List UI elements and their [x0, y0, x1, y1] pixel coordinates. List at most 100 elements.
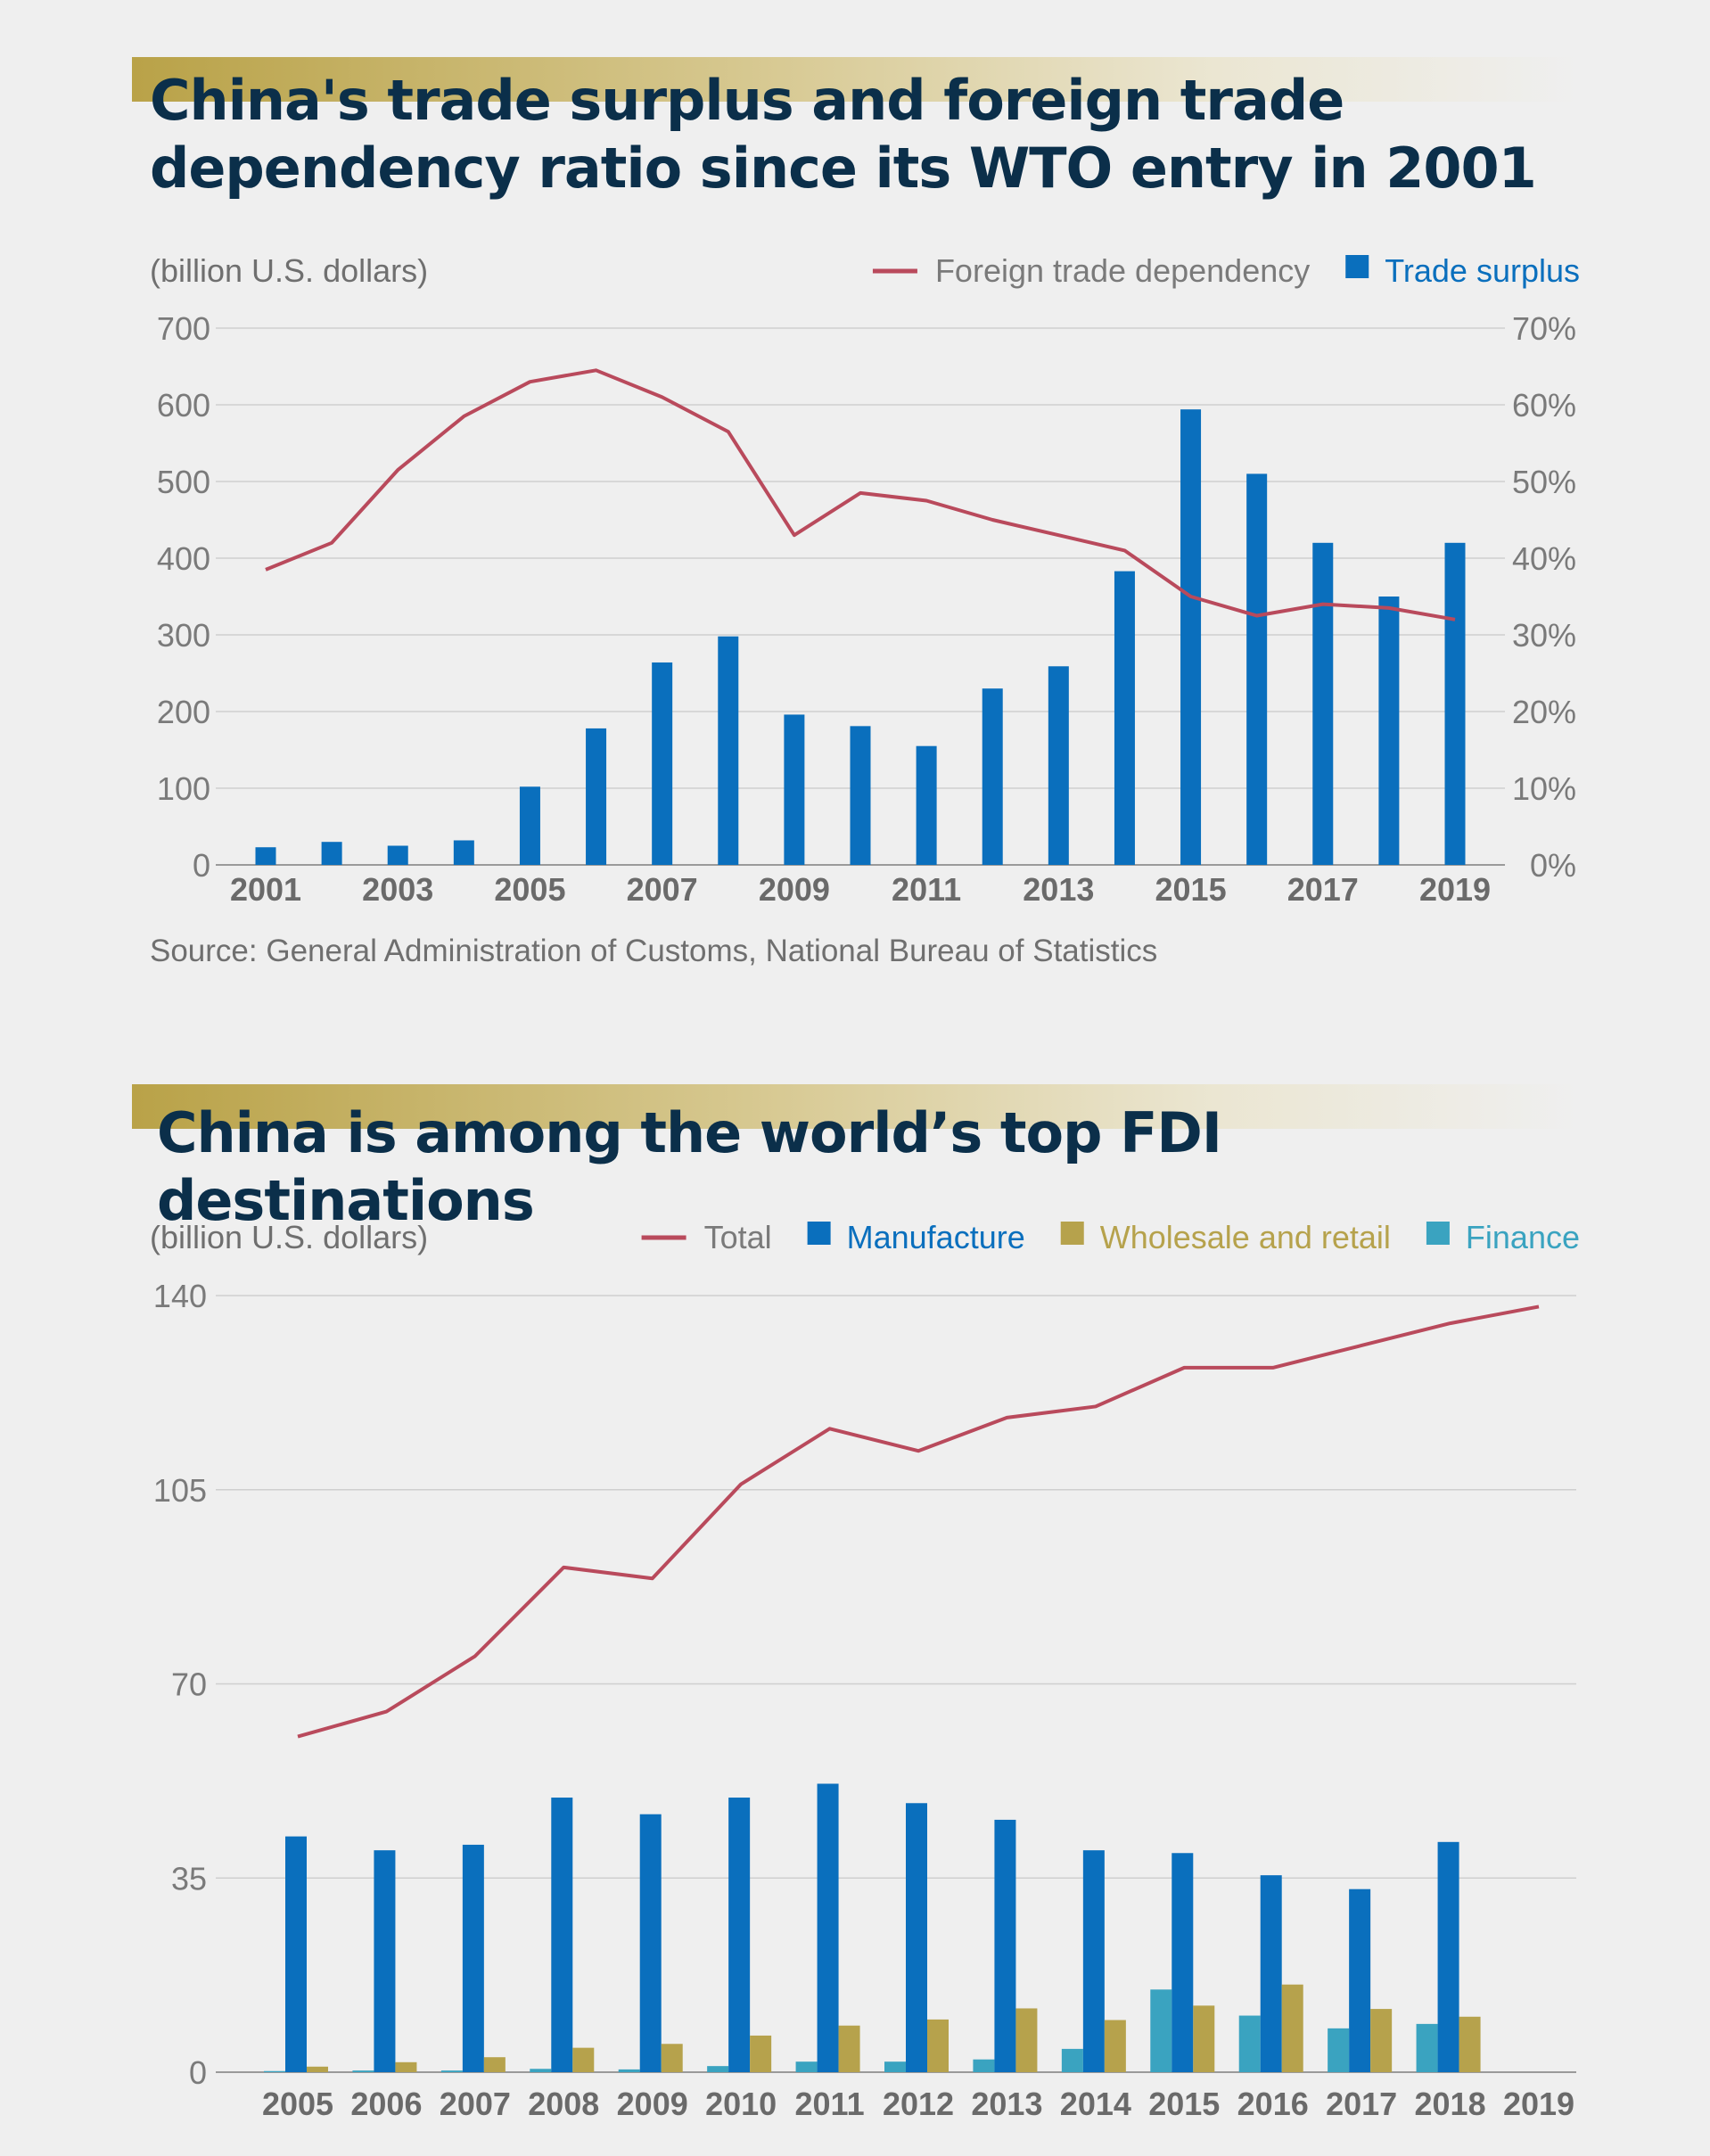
trade-surplus-bar: [586, 728, 607, 865]
y-left-tick-label: 700: [157, 310, 210, 347]
finance-bar: [618, 2069, 640, 2072]
trade-surplus-bar: [1048, 666, 1069, 865]
trade-legend-square-swatch-1: [1345, 255, 1369, 278]
y-left-tick-label: 100: [157, 770, 210, 807]
trade-legend-label-0: Foreign trade dependency: [935, 252, 1310, 289]
x-tick-label: 2003: [362, 871, 433, 908]
x-tick-label: 2017: [1326, 2086, 1397, 2122]
foreign-trade-dependency-line: [265, 368, 1456, 621]
trade-surplus-bar: [519, 786, 540, 865]
fdi-legend-label-3: Finance: [1466, 1219, 1580, 1255]
wholesale-and-retail-bar: [1193, 2005, 1215, 2072]
x-tick-label: 2013: [971, 2086, 1042, 2122]
y-tick-label: 0: [189, 2054, 207, 2091]
x-tick-label: 2015: [1155, 871, 1227, 908]
wholesale-and-retail-bar: [1015, 2008, 1038, 2072]
y-left-tick-label: 200: [157, 694, 210, 730]
wholesale-and-retail-bar: [838, 2025, 860, 2072]
x-tick-label: 2009: [759, 871, 830, 908]
trade-surplus-bar: [1378, 597, 1400, 865]
y-tick-label: 70: [171, 1666, 207, 1703]
wholesale-and-retail-bar: [1370, 2009, 1393, 2072]
x-tick-label: 2007: [440, 2086, 511, 2122]
y-right-tick-label: 50%: [1512, 464, 1576, 500]
y-tick-label: 140: [153, 1278, 207, 1314]
finance-bar: [795, 2061, 818, 2072]
trade-surplus-bar: [982, 688, 1003, 865]
trade-surplus-bar: [321, 842, 342, 865]
fdi-legend-label-1: Manufacture: [847, 1219, 1025, 1255]
source-note: Source: General Administration of Custom…: [150, 934, 1157, 968]
finance-bar: [264, 2070, 285, 2072]
total-fdi-line: [297, 1304, 1540, 1739]
fdi-legend-square-swatch-2: [1060, 1222, 1084, 1245]
x-tick-label: 2006: [350, 2086, 422, 2122]
x-tick-label: 2014: [1060, 2086, 1131, 2122]
unit-label: (billion U.S. dollars): [150, 1219, 428, 1255]
x-tick-label: 2018: [1415, 2086, 1486, 2122]
manufacture-bar: [994, 1819, 1016, 2072]
y-right-tick-label: 60%: [1512, 387, 1576, 424]
x-tick-label: 2019: [1419, 871, 1491, 908]
trade-legend-label-1: Trade surplus: [1385, 252, 1580, 289]
trade-surplus-bar: [387, 845, 408, 865]
trade-surplus-bar: [916, 745, 937, 865]
chart-title-fdi: China is among the world’s top FDI desti…: [157, 1100, 1222, 1233]
wholesale-and-retail-bar: [750, 2035, 772, 2072]
wholesale-and-retail-bar: [927, 2019, 949, 2072]
finance-bar: [1150, 1989, 1172, 2072]
trade-surplus-bar: [1444, 542, 1466, 865]
unit-label: (billion U.S. dollars): [150, 252, 428, 289]
manufacture-bar: [551, 1798, 573, 2072]
trade-surplus-bar: [652, 662, 673, 865]
finance-bar: [1328, 2028, 1350, 2072]
trade-surplus-bar: [1180, 409, 1202, 865]
wholesale-and-retail-bar: [395, 2061, 417, 2072]
trade-surplus-bar: [1246, 473, 1268, 865]
wholesale-and-retail-bar: [1281, 1984, 1303, 2072]
y-right-tick-label: 30%: [1512, 617, 1576, 654]
x-tick-label: 2012: [883, 2086, 954, 2122]
finance-bar: [1061, 2048, 1083, 2072]
y-right-tick-label: 0%: [1530, 847, 1576, 884]
y-left-tick-label: 400: [157, 540, 210, 577]
x-tick-label: 2008: [528, 2086, 599, 2122]
y-tick-label: 35: [171, 1860, 207, 1897]
y-left-tick-label: 600: [157, 387, 210, 424]
fdi-legend-label-2: Wholesale and retail: [1100, 1219, 1391, 1255]
y-tick-label: 105: [153, 1472, 207, 1509]
manufacture-bar: [1260, 1875, 1282, 2072]
trade-surplus-bar: [1114, 571, 1135, 865]
trade-surplus-bar: [255, 847, 276, 865]
y-left-tick-label: 300: [157, 617, 210, 654]
x-tick-label: 2010: [705, 2086, 777, 2122]
finance-bar: [973, 2059, 995, 2072]
y-right-tick-label: 40%: [1512, 540, 1576, 577]
manufacture-bar: [906, 1803, 927, 2072]
manufacture-bar: [1349, 1889, 1371, 2072]
x-tick-label: 2017: [1287, 871, 1359, 908]
finance-bar: [530, 2069, 552, 2072]
y-left-tick-label: 0: [193, 847, 210, 884]
finance-bar: [707, 2066, 729, 2072]
manufacture-bar: [462, 1844, 484, 2072]
y-right-tick-label: 20%: [1512, 694, 1576, 730]
wholesale-and-retail-bar: [572, 2047, 595, 2072]
trade-surplus-bar: [784, 714, 805, 865]
finance-bar: [440, 2070, 463, 2072]
wholesale-and-retail-bar: [1459, 2016, 1481, 2072]
fdi-legend-square-swatch-1: [807, 1222, 831, 1245]
y-left-tick-label: 500: [157, 464, 210, 500]
manufacture-bar: [817, 1783, 839, 2072]
trade-surplus-bar: [453, 840, 474, 865]
x-tick-label: 2009: [617, 2086, 688, 2122]
y-right-tick-label: 70%: [1512, 310, 1576, 347]
manufacture-bar: [285, 1836, 307, 2072]
finance-bar: [352, 2070, 374, 2072]
x-tick-label: 2011: [795, 2086, 865, 2122]
manufacture-bar: [728, 1798, 751, 2072]
manufacture-bar: [1437, 1841, 1459, 2072]
x-tick-label: 2019: [1503, 2086, 1574, 2122]
finance-bar: [1416, 2023, 1438, 2072]
